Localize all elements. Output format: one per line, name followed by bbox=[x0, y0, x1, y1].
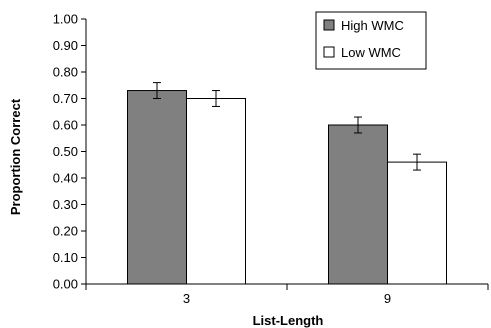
x-axis-title: List-Length bbox=[253, 313, 324, 328]
y-tick-label: 1.00 bbox=[53, 12, 78, 27]
y-tick-label: 0.30 bbox=[53, 197, 78, 212]
bar-high-wmc-3 bbox=[127, 90, 187, 285]
y-tick-label: 0.90 bbox=[53, 38, 78, 53]
bar-high-wmc-9 bbox=[328, 124, 388, 285]
legend-label-high-wmc: High WMC bbox=[341, 18, 404, 33]
bar-low-wmc-9 bbox=[387, 161, 447, 285]
x-tick-label: 9 bbox=[384, 291, 391, 306]
y-tick-label: 0.60 bbox=[53, 118, 78, 133]
legend: High WMC Low WMC bbox=[315, 11, 427, 70]
legend-swatch-high-wmc bbox=[323, 19, 335, 31]
y-tick-label: 0.50 bbox=[53, 144, 78, 159]
y-axis-title: Proportion Correct bbox=[8, 98, 23, 215]
y-tick-label: 0.70 bbox=[53, 91, 78, 106]
y-tick-label: 0.80 bbox=[53, 65, 78, 80]
legend-swatch-low-wmc bbox=[323, 46, 335, 58]
y-tick-label: 0.00 bbox=[53, 277, 78, 292]
y-axis-ticks: 0.00 0.10 0.20 0.30 0.40 0.50 0.60 0.70 0.80 0.90… bbox=[53, 12, 86, 292]
y-tick-label: 0.40 bbox=[53, 171, 78, 186]
x-tick-label: 3 bbox=[183, 291, 190, 306]
y-tick-label: 0.20 bbox=[53, 224, 78, 239]
bars bbox=[127, 82, 447, 285]
legend-label-low-wmc: Low WMC bbox=[341, 45, 401, 60]
y-tick-label: 0.10 bbox=[53, 250, 78, 265]
bar-low-wmc-3 bbox=[186, 98, 246, 285]
